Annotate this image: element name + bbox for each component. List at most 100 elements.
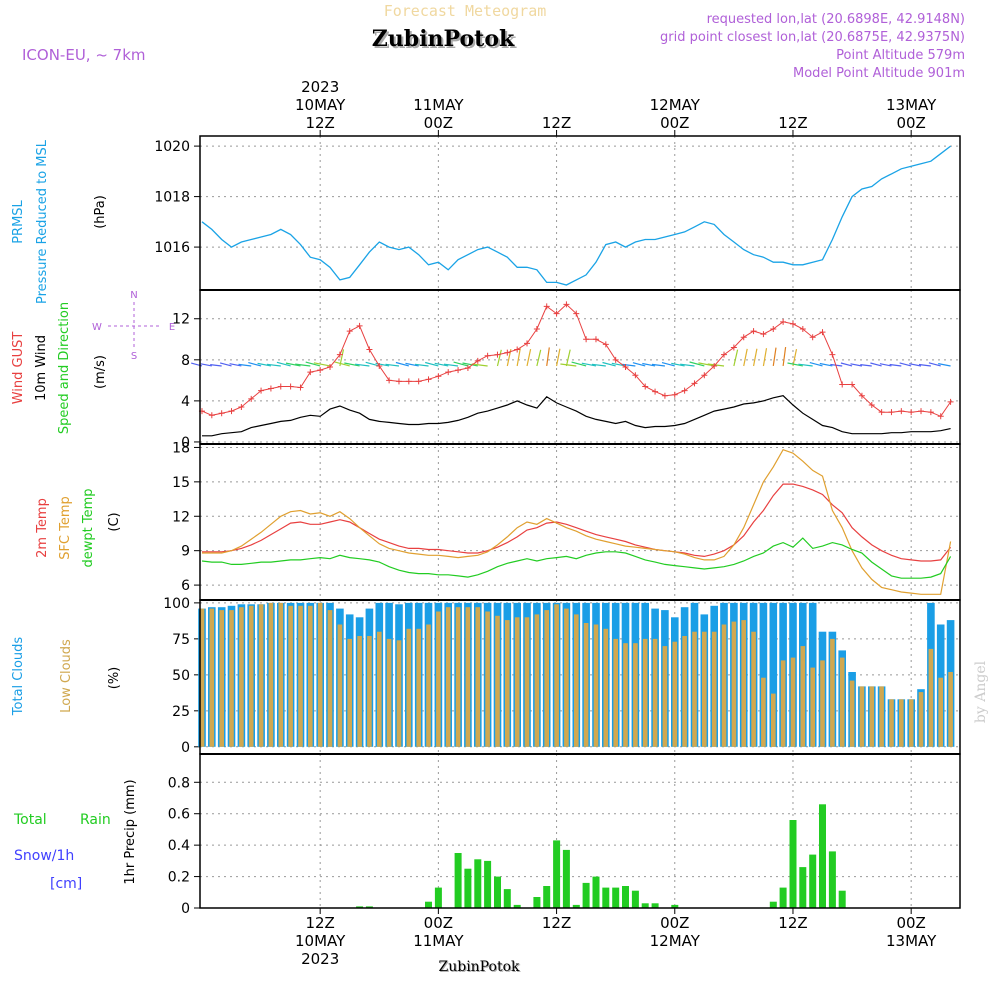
wind-arrow bbox=[333, 361, 350, 367]
y-tick-label: 1018 bbox=[154, 190, 190, 206]
gust-marker bbox=[770, 326, 777, 333]
low-cloud-bar bbox=[702, 631, 707, 747]
wind-arrow bbox=[365, 361, 380, 367]
wind-arrow bbox=[591, 363, 606, 367]
wind-arrow bbox=[229, 363, 242, 367]
svg-text:Low Clouds: Low Clouds bbox=[59, 639, 74, 713]
low-cloud-bar bbox=[406, 628, 412, 747]
low-cloud-bar bbox=[908, 699, 914, 747]
low-cloud-bar bbox=[593, 624, 599, 747]
low-cloud-bar bbox=[337, 624, 343, 747]
low-cloud-bar bbox=[445, 607, 451, 747]
precip-unit: 1hr Precip (mm) bbox=[123, 779, 138, 884]
wind-arrow bbox=[425, 361, 439, 367]
gust-marker bbox=[760, 331, 767, 338]
low-cloud-bar bbox=[298, 605, 303, 747]
wind-arrow bbox=[395, 361, 409, 367]
low-cloud-bar bbox=[820, 660, 825, 747]
wind-arrow bbox=[219, 362, 232, 367]
gust-marker bbox=[494, 351, 501, 358]
gust-marker bbox=[652, 388, 659, 395]
wind-arrow bbox=[850, 363, 863, 367]
precip-bar bbox=[543, 886, 551, 908]
precip-bar bbox=[799, 867, 807, 908]
bottom-time-hour: 12Z bbox=[542, 914, 571, 932]
gust-marker bbox=[839, 381, 846, 388]
gust-marker bbox=[317, 367, 324, 374]
wind-arrow bbox=[355, 363, 370, 367]
precip-rain-label: Rain bbox=[80, 812, 111, 828]
y-tick-label: 0 bbox=[181, 740, 190, 756]
y-tick-label: 6 bbox=[181, 578, 190, 594]
low-cloud-bar bbox=[672, 641, 678, 747]
svg-text:(hPa): (hPa) bbox=[93, 195, 108, 229]
svg-text:1hr Precip (mm): 1hr Precip (mm) bbox=[123, 779, 138, 884]
wind-arrow bbox=[443, 363, 459, 367]
gust-marker bbox=[238, 404, 245, 411]
gust-marker bbox=[386, 377, 393, 384]
wind-arrow bbox=[661, 362, 675, 367]
wind-arrow bbox=[870, 362, 882, 367]
temp-sfc-label: SFC Temp bbox=[58, 496, 73, 560]
precip-bar bbox=[464, 868, 472, 908]
precip-bar bbox=[582, 882, 590, 908]
low-cloud-bar bbox=[662, 646, 668, 747]
gust-marker bbox=[671, 391, 678, 398]
temp-sfc-line bbox=[202, 448, 952, 595]
precip-bar bbox=[789, 820, 797, 908]
compass-n: N bbox=[130, 290, 137, 301]
low-cloud-bar bbox=[761, 677, 766, 747]
wind-arrow bbox=[313, 362, 331, 367]
low-cloud-bar bbox=[642, 638, 648, 747]
low-cloud-bar bbox=[357, 636, 362, 747]
top-time-hour: 00Z bbox=[896, 114, 925, 132]
wind-dir-label: Speed and Direction bbox=[57, 302, 72, 434]
low-cloud-bar bbox=[790, 657, 796, 747]
y-tick-label: 0.4 bbox=[168, 838, 190, 854]
low-cloud-bar bbox=[485, 611, 490, 747]
low-cloud-bar bbox=[465, 607, 471, 747]
wind-arrow bbox=[899, 362, 912, 367]
temp-2m-line bbox=[202, 483, 952, 562]
gust-marker bbox=[898, 408, 905, 415]
gust-marker bbox=[829, 351, 836, 358]
gust-marker bbox=[543, 303, 550, 310]
panel-frame bbox=[199, 289, 961, 445]
bottom-time-date: 11MAY bbox=[413, 932, 464, 950]
precip-bar bbox=[622, 886, 629, 908]
wind-arrow bbox=[344, 362, 360, 367]
gust-marker bbox=[691, 380, 698, 387]
low-cloud-bar bbox=[948, 672, 953, 747]
gust-marker bbox=[395, 378, 402, 385]
gust-marker bbox=[583, 336, 590, 343]
low-cloud-bar bbox=[505, 620, 510, 747]
precip-bar bbox=[494, 876, 501, 908]
wind-arrow bbox=[276, 361, 291, 367]
gust-marker bbox=[602, 341, 609, 348]
low-cloud-bar bbox=[633, 643, 638, 747]
wind-gust-label: Wind GUST bbox=[11, 332, 26, 405]
wind-arrow bbox=[879, 363, 892, 367]
temp-2m-label: 2m Temp bbox=[35, 498, 50, 558]
wind-compass: N S W E bbox=[92, 290, 175, 362]
y-tick-label: 8 bbox=[181, 353, 190, 369]
svg-text:(%): (%) bbox=[107, 667, 122, 690]
low-cloud-bar bbox=[544, 610, 549, 747]
wind-arrow bbox=[462, 362, 478, 367]
low-cloud-bar bbox=[780, 660, 786, 747]
wind-arrow bbox=[733, 349, 739, 367]
wind-arrow bbox=[560, 363, 577, 367]
low-cloud-bar bbox=[692, 631, 697, 747]
low-cloud-bar bbox=[721, 624, 727, 747]
y-tick-label: 0.6 bbox=[168, 807, 190, 823]
wind-arrow bbox=[772, 347, 777, 367]
gust-line bbox=[201, 303, 952, 417]
wind-arrow bbox=[496, 349, 502, 367]
gust-marker bbox=[425, 376, 432, 383]
low-cloud-bar bbox=[514, 617, 520, 747]
precip-bar bbox=[425, 901, 432, 908]
gust-marker bbox=[799, 326, 806, 333]
svg-text:(C): (C) bbox=[107, 512, 122, 531]
wind-arrow bbox=[689, 361, 705, 367]
